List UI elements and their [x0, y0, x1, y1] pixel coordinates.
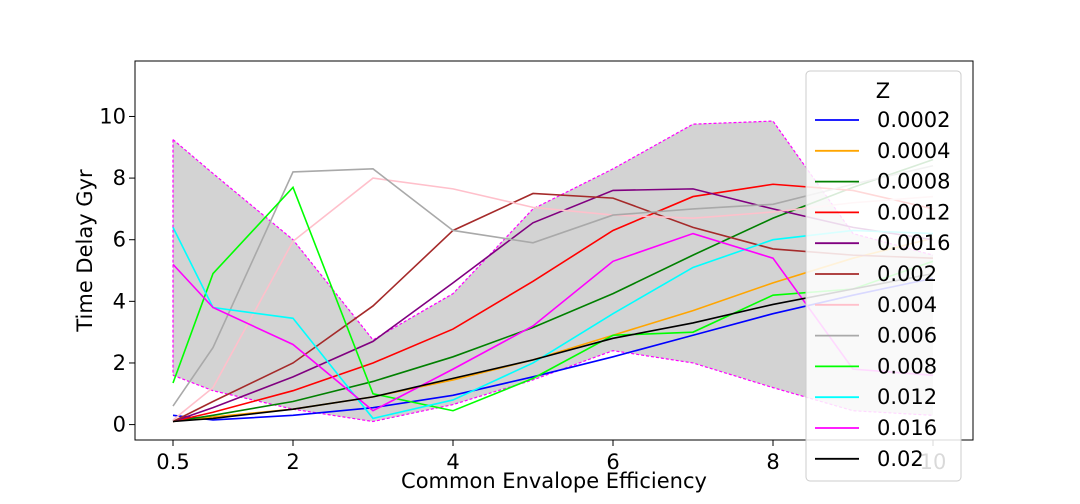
- series-line-0.016: [172, 232, 934, 412]
- series-line-0.002: [172, 192, 934, 423]
- series-line-0.008: [172, 185, 934, 412]
- x-tick-label: 0.5: [156, 450, 189, 474]
- legend-title: Z: [876, 79, 890, 103]
- legend-entry-label: 0.0004: [877, 139, 950, 163]
- legend-entry-label: 0.012: [877, 385, 937, 409]
- series-line-0.006: [172, 164, 934, 407]
- y-tick-label: 6: [113, 228, 126, 252]
- legend-entry-label: 0.0016: [877, 231, 950, 255]
- legend-entry-label: 0.0002: [877, 108, 950, 132]
- y-tick-label: 0: [113, 413, 126, 437]
- legend-entry-label: 0.016: [877, 416, 937, 440]
- y-tick-label: 2: [113, 351, 126, 375]
- y-axis-label: Time Delay Gyr: [73, 169, 97, 333]
- y-axis-ticks: 0 2 4 6 8 10: [99, 104, 135, 437]
- x-tick-label: 6: [606, 450, 619, 474]
- series-line-0.0012: [172, 183, 934, 423]
- x-tick-label: 2: [286, 450, 299, 474]
- legend-items: 0.0002 0.0004 0.0008 0.0012 0.0016 0.002 0.004…: [815, 108, 950, 471]
- legend-box: [805, 70, 962, 482]
- legend-entry-label: 0.02: [877, 447, 924, 471]
- series-line-0.012: [172, 227, 934, 420]
- legend-entry-label: 0.008: [877, 354, 937, 378]
- series-lines: [172, 158, 934, 423]
- series-line-0.02: [172, 272, 934, 423]
- band-upper-edge: [172, 120, 934, 341]
- legend-entry-label: 0.0008: [877, 170, 950, 194]
- legend-entry-label: 0.006: [877, 324, 937, 348]
- band-lower-edge: [172, 350, 934, 423]
- x-tick-label: 4: [446, 450, 459, 474]
- series-line-0.0002: [172, 277, 934, 421]
- legend: Z 0.00020.00040.00080.00120.00160.0020.0…: [805, 70, 962, 482]
- legend-entry-label: 0.004: [877, 293, 937, 317]
- x-tick-label: 8: [766, 450, 779, 474]
- x-axis-label: Common Envalope Efficiency: [401, 469, 707, 493]
- legend-entry-label: 0.0012: [877, 200, 950, 224]
- plot-frame: [134, 60, 974, 441]
- series-line-0.0016: [172, 188, 934, 423]
- y-tick-label: 4: [113, 289, 126, 313]
- legend-entry-label: 0.002: [877, 262, 937, 286]
- y-tick-label: 10: [99, 104, 126, 128]
- series-line-0.0008: [172, 158, 934, 423]
- y-tick-label: 8: [113, 166, 126, 190]
- series-line-0.004: [172, 177, 934, 421]
